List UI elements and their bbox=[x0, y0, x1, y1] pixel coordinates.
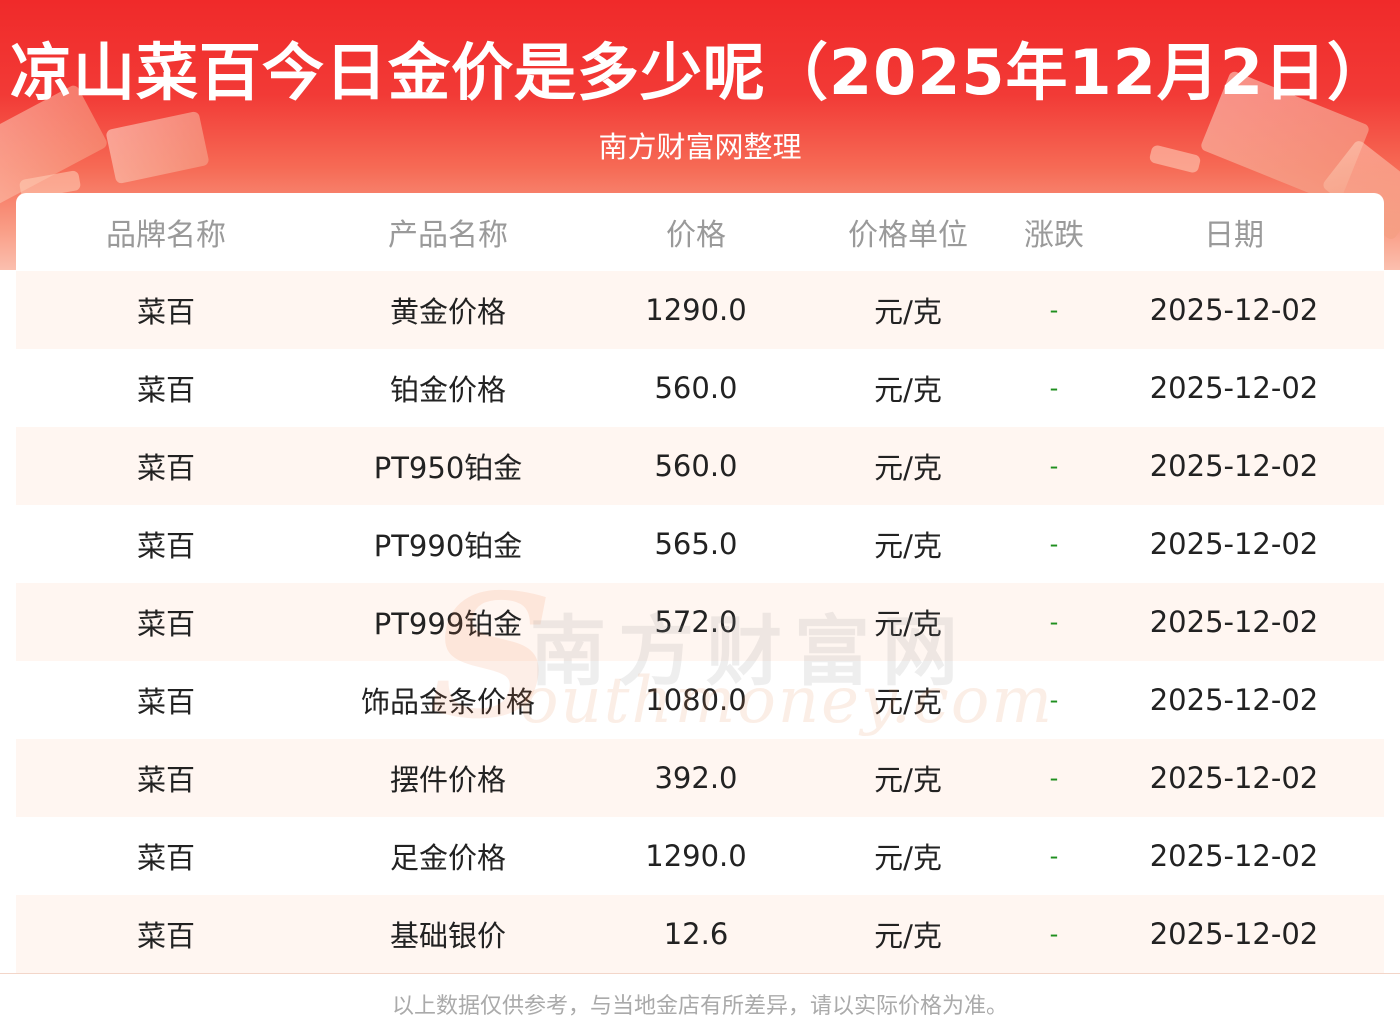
cell-change: - bbox=[1049, 842, 1059, 870]
cell-date: 2025-12-02 bbox=[1149, 527, 1319, 561]
cell-brand: 菜百 bbox=[136, 295, 195, 329]
cell-unit: 元/克 bbox=[874, 841, 942, 875]
cell-date: 2025-12-02 bbox=[1149, 449, 1319, 483]
cell-product: PT999铂金 bbox=[373, 607, 523, 641]
cell-product: 足金价格 bbox=[389, 841, 506, 875]
cell-product: 摆件价格 bbox=[389, 763, 506, 797]
column-header-change: 涨跌 bbox=[1024, 218, 1084, 253]
cell-brand: 菜百 bbox=[136, 841, 195, 875]
cell-unit: 元/克 bbox=[874, 763, 942, 797]
cell-price: 565.0 bbox=[654, 527, 738, 561]
cell-product: 基础银价 bbox=[389, 919, 506, 953]
table-row: 菜百 PT999铂金 572.0 元/克 - 2025-12-02 bbox=[16, 583, 1384, 661]
cell-price: 1290.0 bbox=[645, 839, 747, 873]
cell-brand: 菜百 bbox=[136, 685, 195, 719]
cell-date: 2025-12-02 bbox=[1149, 683, 1319, 717]
page-title: 凉山菜百今日金价是多少呢（2025年12月2日） bbox=[10, 36, 1390, 109]
cell-change: - bbox=[1049, 452, 1059, 480]
page-subtitle: 南方财富网整理 bbox=[598, 130, 802, 164]
cell-change: - bbox=[1049, 686, 1059, 714]
cell-price: 12.6 bbox=[663, 917, 729, 951]
table-row: 菜百 黄金价格 1290.0 元/克 - 2025-12-02 bbox=[16, 271, 1384, 349]
cell-unit: 元/克 bbox=[874, 919, 942, 953]
cell-product: 黄金价格 bbox=[389, 295, 506, 329]
cell-date: 2025-12-02 bbox=[1149, 605, 1319, 639]
table-row: 菜百 足金价格 1290.0 元/克 - 2025-12-02 bbox=[16, 817, 1384, 895]
table-row: 菜百 摆件价格 392.0 元/克 - 2025-12-02 bbox=[16, 739, 1384, 817]
price-table: 品牌名称 产品名称 价格 价格单位 涨跌 日期 菜百 黄金价格 1290.0 元/克 -… bbox=[16, 193, 1384, 973]
cell-change: - bbox=[1049, 530, 1059, 558]
cell-change: - bbox=[1049, 374, 1059, 402]
cell-brand: 菜百 bbox=[136, 451, 195, 485]
cell-unit: 元/克 bbox=[874, 685, 942, 719]
cell-change: - bbox=[1049, 920, 1059, 948]
cell-unit: 元/克 bbox=[874, 295, 942, 329]
table-row: 菜百 饰品金条价格 1080.0 元/克 - 2025-12-02 bbox=[16, 661, 1384, 739]
table-row: 菜百 铂金价格 560.0 元/克 - 2025-12-02 bbox=[16, 349, 1384, 427]
cell-product: PT990铂金 bbox=[373, 529, 523, 563]
cell-product: PT950铂金 bbox=[373, 451, 523, 485]
cell-date: 2025-12-02 bbox=[1149, 839, 1319, 873]
column-header-price: 价格 bbox=[666, 218, 726, 253]
cell-brand: 菜百 bbox=[136, 529, 195, 563]
cell-price: 560.0 bbox=[654, 449, 738, 483]
cell-unit: 元/克 bbox=[874, 607, 942, 641]
cell-product: 铂金价格 bbox=[389, 373, 506, 407]
cell-price: 1290.0 bbox=[645, 293, 747, 327]
column-header-brand: 品牌名称 bbox=[106, 218, 226, 253]
table-row: 菜百 基础银价 12.6 元/克 - 2025-12-02 bbox=[16, 895, 1384, 973]
cell-date: 2025-12-02 bbox=[1149, 293, 1319, 327]
cell-product: 饰品金条价格 bbox=[360, 685, 535, 719]
cell-price: 572.0 bbox=[654, 605, 738, 639]
column-header-date: 日期 bbox=[1204, 218, 1264, 253]
cell-brand: 菜百 bbox=[136, 607, 195, 641]
table-row: 菜百 PT950铂金 560.0 元/克 - 2025-12-02 bbox=[16, 427, 1384, 505]
cell-price: 392.0 bbox=[654, 761, 738, 795]
footer-divider bbox=[0, 973, 1400, 974]
cell-unit: 元/克 bbox=[874, 529, 942, 563]
footer-note: 以上数据仅供参考，与当地金店有所差异，请以实际价格为准。 bbox=[391, 994, 1008, 1019]
cell-price: 560.0 bbox=[654, 371, 738, 405]
cell-price: 1080.0 bbox=[645, 683, 747, 717]
cell-change: - bbox=[1049, 764, 1059, 792]
cell-brand: 菜百 bbox=[136, 373, 195, 407]
cell-date: 2025-12-02 bbox=[1149, 371, 1319, 405]
cell-change: - bbox=[1049, 296, 1059, 324]
column-header-product: 产品名称 bbox=[388, 218, 508, 253]
cell-brand: 菜百 bbox=[136, 919, 195, 953]
cell-unit: 元/克 bbox=[874, 373, 942, 407]
column-header-unit: 价格单位 bbox=[848, 218, 968, 253]
table-row: 菜百 PT990铂金 565.0 元/克 - 2025-12-02 bbox=[16, 505, 1384, 583]
cell-date: 2025-12-02 bbox=[1149, 917, 1319, 951]
cell-brand: 菜百 bbox=[136, 763, 195, 797]
cell-date: 2025-12-02 bbox=[1149, 761, 1319, 795]
table-header-row: 品牌名称 产品名称 价格 价格单位 涨跌 日期 bbox=[16, 193, 1384, 271]
price-table-card: 品牌名称 产品名称 价格 价格单位 涨跌 日期 菜百 黄金价格 1290.0 元/克 -… bbox=[16, 193, 1384, 973]
cell-change: - bbox=[1049, 608, 1059, 636]
cell-unit: 元/克 bbox=[874, 451, 942, 485]
